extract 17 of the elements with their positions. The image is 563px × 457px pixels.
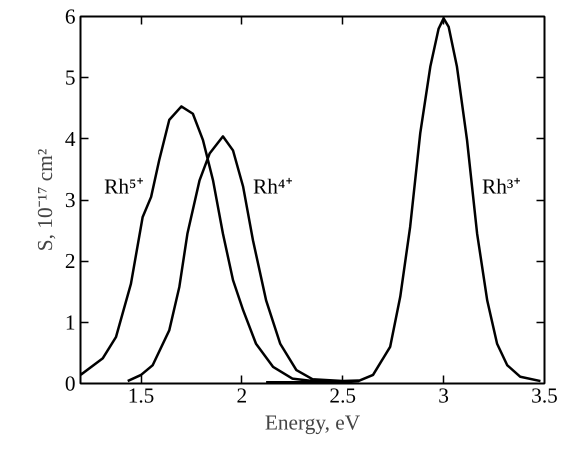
y-tick-label: 4	[64, 126, 76, 151]
x-axis-title: Energy, eV	[264, 410, 361, 434]
series-label: Rh⁴⁺	[253, 174, 292, 198]
y-tick-label: 6	[64, 4, 76, 28]
y-axis-title: S, 10⁻¹⁷ cm²	[32, 148, 57, 252]
x-tick-label: 2	[236, 384, 248, 408]
x-tick-label: 2.5	[329, 384, 356, 408]
x-tick-label: 3.5	[531, 384, 558, 408]
y-tick-label: 0	[64, 372, 76, 396]
y-tick-label: 1	[64, 310, 76, 334]
y-tick-label: 2	[64, 249, 76, 274]
series-label: Rh³⁺	[482, 174, 520, 198]
x-tick-label: 1.5	[128, 384, 154, 408]
x-tick-label: 3	[438, 384, 449, 408]
y-tick-label: 5	[64, 66, 76, 90]
legend-label: Rh⁵⁺	[104, 174, 144, 198]
y-tick-label: 3	[64, 188, 76, 212]
